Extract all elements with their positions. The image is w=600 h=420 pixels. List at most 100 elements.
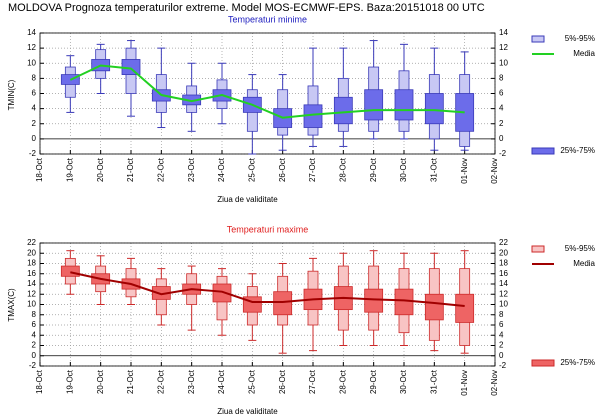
y2-tick-label: 8 (499, 73, 504, 82)
y2-tick-label: 10 (499, 58, 508, 67)
plot-frame (39, 32, 496, 155)
y2-tick-label: 22 (499, 238, 508, 247)
media-line (70, 271, 465, 308)
inner-box (212, 283, 232, 303)
y-tick-label: 10 (27, 300, 36, 309)
y-tick-label: 14 (27, 28, 36, 37)
y-tick-label: 12 (27, 289, 36, 298)
y-axis-label: TMAX(C) (7, 288, 16, 322)
y-tick-label: 14 (27, 279, 36, 288)
chart-title: Temperaturi minime (228, 14, 307, 24)
x-tick-label: 25-Oct (247, 157, 256, 182)
x-tick-label: 20-Oct (96, 157, 105, 182)
y-tick-label: 0 (32, 351, 37, 360)
legend-label: 25%-75% (560, 358, 595, 367)
x-tick-label: 22-Oct (156, 157, 165, 182)
y2-tick-label: 6 (499, 89, 504, 98)
y2-tick-label: 4 (499, 330, 504, 339)
y2-tick-label: 20 (499, 248, 508, 257)
y2-tick-label: 18 (499, 259, 508, 268)
x-tick-label: 01-Nov (460, 370, 469, 396)
legend-label: Media (573, 49, 595, 58)
x-tick-label: 23-Oct (187, 369, 196, 394)
legend-label: 5%-95% (565, 34, 595, 43)
y2-tick-label: 16 (499, 269, 508, 278)
x-tick-label: 25-Oct (247, 369, 256, 394)
y2-tick-label: 8 (499, 310, 504, 319)
x-axis-label: Ziua de validitate (217, 195, 278, 204)
x-tick-label: 23-Oct (187, 157, 196, 182)
x-tick-label: 31-Oct (429, 157, 438, 182)
x-tick-label: 19-Oct (65, 369, 74, 394)
y-tick-label: 6 (32, 89, 37, 98)
y-tick-label: 20 (27, 248, 36, 257)
x-tick-label: 02-Nov (490, 370, 499, 396)
y-tick-label: 8 (32, 73, 37, 82)
y-tick-label: 2 (32, 119, 37, 128)
inner-box (394, 288, 414, 316)
x-tick-label: 24-Oct (217, 157, 226, 182)
x-tick-label: 29-Oct (369, 369, 378, 394)
x-tick-label: 22-Oct (156, 369, 165, 394)
x-tick-label: 27-Oct (308, 369, 317, 394)
x-tick-label: 26-Oct (278, 157, 287, 182)
y-tick-label: 12 (27, 43, 36, 52)
x-axis-label: Ziua de validitate (217, 407, 278, 416)
y-tick-label: 2 (32, 341, 37, 350)
inner-box (364, 89, 384, 121)
y2-tick-label: -2 (499, 361, 507, 370)
inner-box (455, 293, 475, 323)
media-line (69, 64, 465, 119)
x-tick-label: 18-Oct (35, 157, 44, 182)
x-tick-label: 29-Oct (369, 157, 378, 182)
y-tick-label: 4 (32, 104, 37, 113)
x-tick-label: 28-Oct (338, 157, 347, 182)
inner-box (273, 291, 293, 316)
plot-frame (39, 242, 496, 367)
y2-tick-label: 12 (499, 289, 508, 298)
x-tick-label: 30-Oct (399, 157, 408, 182)
x-tick-label: 01-Nov (460, 158, 469, 184)
inner-box (394, 89, 414, 121)
y2-tick-label: 0 (499, 134, 504, 143)
y2-tick-label: 14 (499, 279, 508, 288)
x-tick-label: 26-Oct (278, 369, 287, 394)
y2-tick-label: 2 (499, 119, 504, 128)
y-tick-label: -2 (29, 149, 37, 158)
legend-inner (531, 359, 555, 367)
y-tick-label: 8 (32, 310, 37, 319)
legend-label: Media (573, 259, 595, 268)
inner-box (364, 288, 384, 313)
legend-label: 5%-95% (565, 244, 595, 253)
y-tick-label: -2 (29, 361, 37, 370)
page-title: MOLDOVA Prognoza temperaturilor extreme.… (8, 2, 485, 14)
inner-box (424, 93, 444, 125)
x-tick-label: 20-Oct (96, 369, 105, 394)
x-tick-label: 21-Oct (126, 157, 135, 182)
y2-tick-label: -2 (499, 149, 507, 158)
y-axis-label: TMIN(C) (7, 79, 16, 110)
inner-box (333, 96, 353, 125)
chart-title: Temperaturi maxime (227, 224, 309, 234)
x-tick-label: 31-Oct (429, 369, 438, 394)
inner-box (424, 293, 444, 321)
y2-tick-label: 0 (499, 351, 504, 360)
y-tick-label: 10 (27, 58, 36, 67)
y-tick-label: 18 (27, 259, 36, 268)
y2-tick-label: 6 (499, 320, 504, 329)
y-tick-label: 4 (32, 330, 37, 339)
x-tick-label: 24-Oct (217, 369, 226, 394)
legend-label: 25%-75% (560, 146, 595, 155)
y2-tick-label: 10 (499, 300, 508, 309)
y2-tick-label: 4 (499, 104, 504, 113)
x-tick-label: 28-Oct (338, 369, 347, 394)
y-tick-label: 0 (32, 134, 37, 143)
x-tick-label: 30-Oct (399, 369, 408, 394)
y2-tick-label: 14 (499, 28, 508, 37)
y-tick-label: 16 (27, 269, 36, 278)
legend-outer (531, 35, 545, 43)
y2-tick-label: 12 (499, 43, 508, 52)
x-tick-label: 18-Oct (35, 369, 44, 394)
inner-box (60, 265, 80, 277)
